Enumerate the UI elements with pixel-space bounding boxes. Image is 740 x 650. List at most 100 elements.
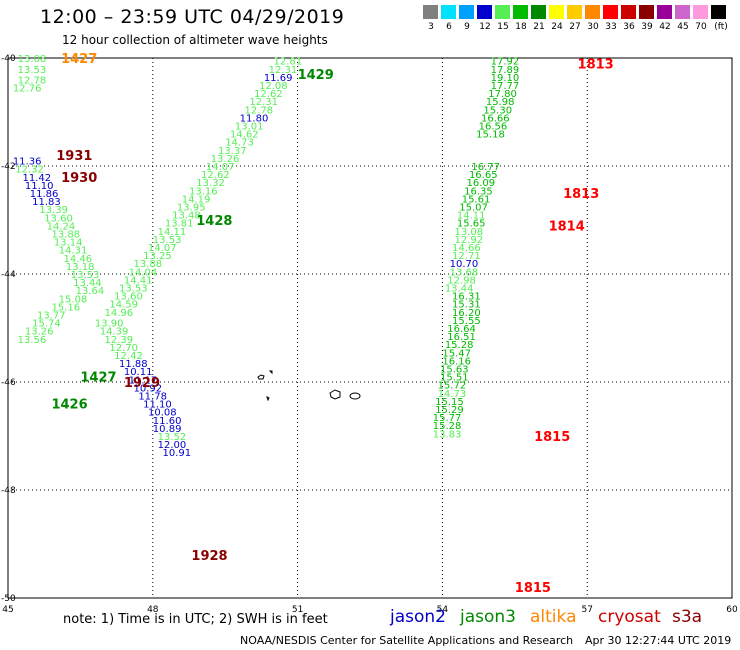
pass-time-label: 1813 xyxy=(563,187,599,202)
wave-height-value: 11.88 xyxy=(119,359,148,370)
wave-height-value: 10.91 xyxy=(162,448,191,459)
wave-height-value: 15.61 xyxy=(462,194,491,205)
wave-height-value: 14.59 xyxy=(109,300,138,311)
wave-height-value: 13.60 xyxy=(44,213,73,224)
color-scale-label: 70 xyxy=(695,22,707,32)
wave-height-value: 15.77 xyxy=(433,413,462,424)
wave-height-value: 13.53 xyxy=(71,270,100,281)
island-coastlines xyxy=(257,370,361,402)
color-scale-label: 18 xyxy=(515,22,527,32)
wave-height-value: 13.25 xyxy=(143,251,172,262)
wave-height-value: 11.83 xyxy=(32,197,61,208)
wave-height-value: 12.92 xyxy=(454,235,483,246)
wave-height-value: 13.83 xyxy=(433,429,462,440)
wave-height-value: 15.07 xyxy=(459,203,488,214)
wave-height-value: 13.53 xyxy=(153,235,182,246)
wave-height-value: 14.62 xyxy=(230,130,259,141)
wave-height-value: 15.31 xyxy=(452,300,481,311)
color-scale-swatch xyxy=(459,5,474,19)
wave-height-value: 15.30 xyxy=(483,105,512,116)
color-scale-swatch xyxy=(621,5,636,19)
wave-height-value: 14.73 xyxy=(438,389,467,400)
wave-height-value: 14.73 xyxy=(225,138,254,149)
color-scale-label: 30 xyxy=(587,22,599,32)
wave-height-value: 13.90 xyxy=(95,319,124,330)
wave-height-value: 13.26 xyxy=(211,154,240,165)
page-subtitle: 12 hour collection of altimeter wave hei… xyxy=(62,33,328,47)
wave-height-value: 12.31 xyxy=(249,97,278,108)
pass-time-label: 1428 xyxy=(196,214,232,229)
wave-height-value: 13.44 xyxy=(445,284,474,295)
wave-height-value: 14.11 xyxy=(457,211,486,222)
lon-tick-label: 45 xyxy=(2,605,13,615)
wave-height-value: 12.39 xyxy=(105,335,134,346)
wave-height-value: 13.56 xyxy=(18,335,47,346)
page-title: 12:00 – 23:59 UTC 04/29/2019 xyxy=(40,6,345,28)
wave-height-value: 15.74 xyxy=(32,319,61,330)
island-outline xyxy=(329,389,341,400)
wave-height-value: 14.04 xyxy=(129,267,158,278)
lon-tick-label: 48 xyxy=(147,605,159,615)
wave-height-value: 14.46 xyxy=(64,254,93,265)
wave-height-value: 11.80 xyxy=(240,113,269,124)
wave-height-value: 14.31 xyxy=(59,246,88,257)
wave-height-value: 13.01 xyxy=(235,122,264,133)
color-scale-swatch xyxy=(423,5,438,19)
color-scale-label: 21 xyxy=(533,22,545,32)
island-outline xyxy=(257,374,265,380)
color-scale-swatch xyxy=(477,5,492,19)
lon-tick-label: 57 xyxy=(581,605,592,615)
wave-height-value: 13.68 xyxy=(450,267,479,278)
wave-height-value: 13.77 xyxy=(37,311,66,322)
wave-height-value: 15.65 xyxy=(457,219,486,230)
lat-tick-label: -40 xyxy=(1,54,16,64)
generation-timestamp: Apr 30 12:27:44 UTC 2019 xyxy=(585,634,732,647)
color-scale-swatch xyxy=(603,5,618,19)
wave-height-value: 10.70 xyxy=(450,259,479,270)
wave-height-value: 17.77 xyxy=(491,81,520,92)
pass-time-label: 1929 xyxy=(124,376,160,391)
wave-height-value: 13.95 xyxy=(177,203,206,214)
wave-height-value: 11.78 xyxy=(138,392,167,403)
wave-height-value: 15.63 xyxy=(440,365,469,376)
wave-height-value: 16.51 xyxy=(447,332,476,343)
wave-height-value: 15.47 xyxy=(442,348,471,359)
wave-height-value: 10.08 xyxy=(148,408,177,419)
wave-height-value: 14.39 xyxy=(100,327,129,338)
wave-height-value: 13.32 xyxy=(196,178,225,189)
wave-height-value: 15.28 xyxy=(433,421,462,432)
wave-height-value: 16.64 xyxy=(447,324,476,335)
wave-height-value: 10.89 xyxy=(153,424,182,435)
pass-time-label: 1815 xyxy=(515,581,551,596)
color-scale-swatch xyxy=(693,5,708,19)
wave-height-value: 14.07 xyxy=(206,162,235,173)
wave-height-value: 12.76 xyxy=(13,84,42,95)
color-scale-swatch xyxy=(585,5,600,19)
pass-time-label: 1930 xyxy=(61,171,97,186)
color-scale-swatch xyxy=(495,5,510,19)
lat-tick-label: -42 xyxy=(1,162,16,172)
wave-height-value: 13.26 xyxy=(25,327,54,338)
color-scale-swatch xyxy=(531,5,546,19)
wave-height-value: 13.53 xyxy=(18,65,47,76)
wave-height-value: 17.92 xyxy=(491,57,520,68)
lon-tick-label: 60 xyxy=(726,605,738,615)
color-scale-swatch xyxy=(567,5,582,19)
wave-height-value: 13.18 xyxy=(66,262,95,273)
color-scale-label: 12 xyxy=(479,22,491,32)
wave-height-value: 19.10 xyxy=(491,73,520,84)
color-scale-swatch xyxy=(657,5,672,19)
wave-height-value: 15.08 xyxy=(59,294,88,305)
lat-tick-label: -50 xyxy=(1,594,16,604)
wave-height-value: 11.36 xyxy=(13,157,42,168)
wave-height-value: 13.48 xyxy=(172,211,201,222)
wave-height-value: 12.98 xyxy=(447,275,476,286)
wave-height-value: 11.60 xyxy=(153,416,182,427)
legend-jason3: jason3 xyxy=(460,607,516,627)
wave-height-value: 16.65 xyxy=(469,170,498,181)
map-tick-labels: 45 48 51 54 57 60 -40 -42 -44 -46 -48 -50 xyxy=(1,54,738,615)
wave-height-readings: 13.0813.5312.7812.7612.8112.3111.6912.08… xyxy=(13,54,519,459)
lon-tick-label: 54 xyxy=(437,605,449,615)
lat-tick-label: -48 xyxy=(1,486,16,496)
color-scale-label: 15 xyxy=(497,22,509,32)
